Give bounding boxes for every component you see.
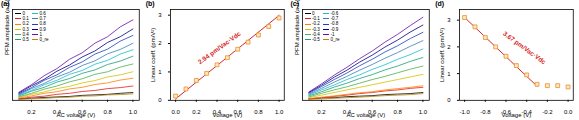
svg-text:PFM amplitude (a.u.): PFM amplitude (a.u.) bbox=[4, 0, 10, 55]
svg-text:2: 2 bbox=[447, 44, 451, 50]
svg-text:0.8: 0.8 bbox=[103, 109, 112, 115]
svg-text:1: 1 bbox=[158, 69, 162, 75]
svg-text:2.94 pm/Vac·Vdc: 2.94 pm/Vac·Vdc bbox=[196, 29, 242, 66]
svg-text:-1.0: -1.0 bbox=[460, 109, 471, 115]
svg-text:3: 3 bbox=[158, 12, 162, 18]
svg-text:1.0: 1.0 bbox=[418, 109, 427, 115]
svg-text:0.2: 0.2 bbox=[192, 109, 201, 115]
svg-text:0.0: 0.0 bbox=[564, 109, 573, 115]
svg-text:1.0: 1.0 bbox=[129, 109, 138, 115]
svg-text:3: 3 bbox=[447, 17, 451, 23]
svg-text:0.8: 0.8 bbox=[254, 109, 263, 115]
svg-text:0: 0 bbox=[158, 97, 162, 103]
svg-text:Voltage (V): Voltage (V) bbox=[502, 112, 532, 118]
svg-text:1: 1 bbox=[447, 71, 451, 77]
svg-text:2: 2 bbox=[158, 40, 162, 46]
svg-text:0.8: 0.8 bbox=[393, 109, 402, 115]
svg-text:1.0: 1.0 bbox=[275, 109, 284, 115]
svg-text:0.0: 0.0 bbox=[171, 109, 180, 115]
svg-text:3.67 pm/Vac·Vdc: 3.67 pm/Vac·Vdc bbox=[502, 30, 548, 67]
svg-text:PFM amplitude (a.u.): PFM amplitude (a.u.) bbox=[294, 0, 300, 55]
svg-text:0.2: 0.2 bbox=[317, 109, 326, 115]
svg-text:0: 0 bbox=[447, 97, 451, 103]
svg-text:AC voltage (V): AC voltage (V) bbox=[56, 112, 95, 118]
svg-text:-0.8: -0.8 bbox=[480, 109, 491, 115]
svg-text:Voltage (V): Voltage (V) bbox=[212, 112, 242, 118]
svg-text:0.2: 0.2 bbox=[27, 109, 36, 115]
svg-text:Linear coeff. (pm/V²): Linear coeff. (pm/V²) bbox=[439, 28, 445, 82]
svg-text:Linear coeff. (pm/V²): Linear coeff. (pm/V²) bbox=[149, 28, 155, 82]
svg-text:AC voltage (V): AC voltage (V) bbox=[346, 112, 385, 118]
svg-text:-0.2: -0.2 bbox=[542, 109, 553, 115]
